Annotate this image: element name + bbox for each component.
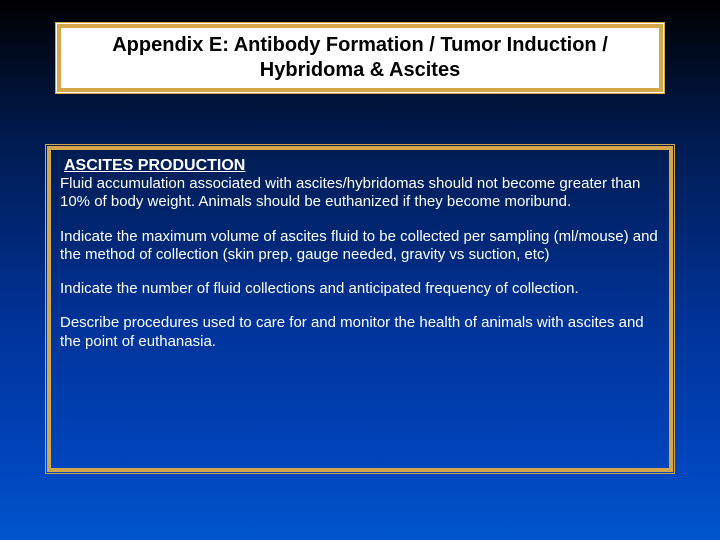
paragraph-4: Describe procedures used to care for and…	[60, 314, 660, 351]
paragraph-1: Fluid accumulation associated with ascit…	[60, 175, 660, 212]
content-box: ASCITES PRODUCTION Fluid accumulation as…	[45, 144, 675, 474]
title-line-1: Appendix E: Antibody Formation / Tumor I…	[112, 33, 608, 58]
paragraph-2: Indicate the maximum volume of ascites f…	[60, 228, 660, 265]
section-heading: ASCITES PRODUCTION	[64, 157, 660, 175]
title-line-2: Hybridoma & Ascites	[260, 58, 460, 83]
paragraph-3: Indicate the number of fluid collections…	[60, 280, 660, 298]
title-box: Appendix E: Antibody Formation / Tumor I…	[55, 22, 665, 94]
